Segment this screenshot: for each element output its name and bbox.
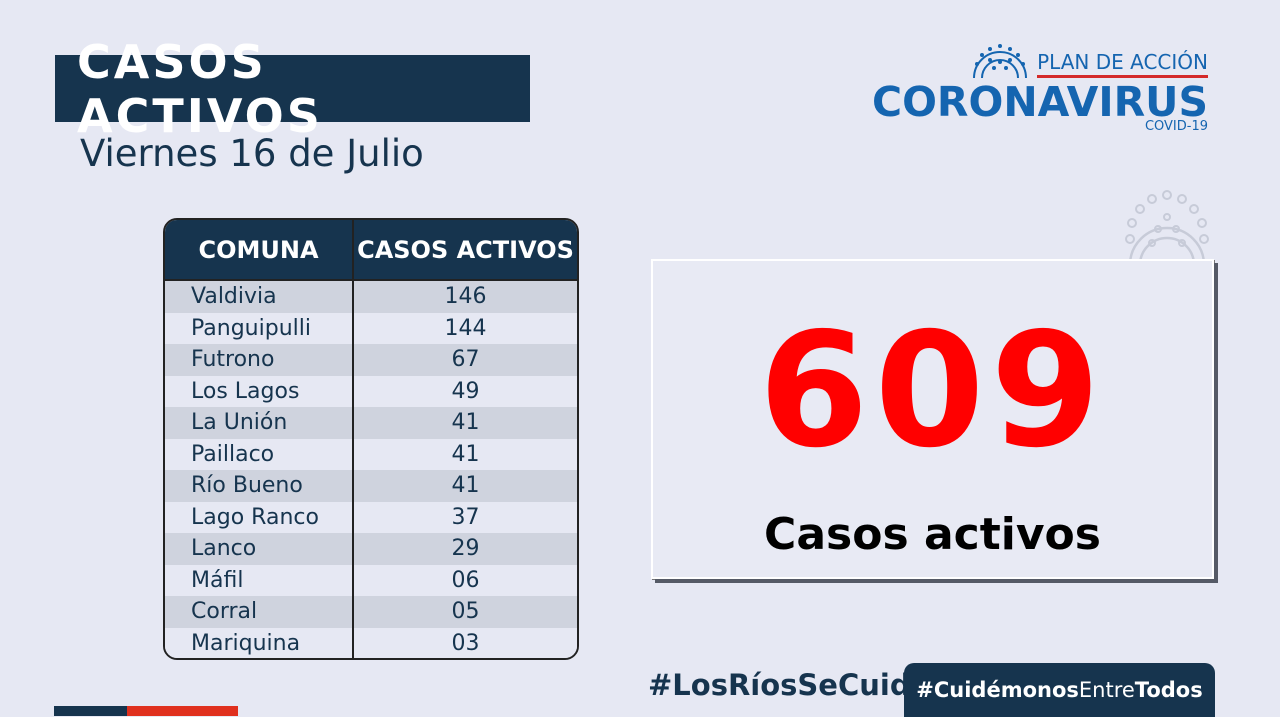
coronavirus-logo: PLAN DE ACCIÓN CORONAVIRUS COVID-19: [872, 40, 1208, 140]
virus-decoration-icon: [1125, 190, 1209, 265]
table-row: Río Bueno 41: [165, 470, 577, 502]
comuna-cell: Valdivia: [165, 281, 354, 313]
table-row: Los Lagos 49: [165, 375, 577, 407]
comuna-cell: Futrono: [165, 344, 354, 376]
table-row: Lanco 29: [165, 533, 577, 565]
table-row: La Unión 41: [165, 407, 577, 439]
comuna-cell: La Unión: [165, 407, 354, 439]
comuna-cell: Río Bueno: [165, 470, 354, 502]
comuna-cell: Los Lagos: [165, 375, 354, 407]
hashtag-part-cuidemonos: #Cuidémonos: [916, 678, 1079, 702]
casos-cell: 144: [444, 315, 487, 341]
comuna-cell: Máfil: [165, 564, 354, 596]
comuna-cell: Lanco: [165, 533, 354, 565]
casos-cell: 06: [451, 567, 480, 593]
total-cases-label: Casos activos: [764, 509, 1101, 560]
logo-plan-text: PLAN DE ACCIÓN: [1037, 50, 1208, 78]
cases-table: COMUNA CASOS ACTIVOS Valdivia 146 Panguip…: [163, 218, 579, 660]
column-header-comuna: COMUNA: [165, 220, 354, 279]
table-row: Paillaco 41: [165, 438, 577, 470]
table-row: Máfil 06: [165, 564, 577, 596]
table-row: Futrono 67: [165, 344, 577, 376]
hashtag-part-todos: Todos: [1134, 678, 1203, 702]
casos-cell: 67: [451, 347, 480, 373]
table-row: Mariquina 03: [165, 627, 577, 658]
casos-cell: 49: [451, 378, 480, 404]
comuna-cell: Corral: [165, 596, 354, 628]
table-row: Panguipulli 144: [165, 312, 577, 344]
casos-cell: 41: [451, 473, 480, 499]
report-date: Viernes 16 de Julio: [80, 132, 424, 175]
casos-cell: 05: [451, 599, 480, 625]
casos-cell: 03: [451, 630, 480, 656]
casos-cell: 41: [451, 441, 480, 467]
logo-covid-text: COVID-19: [1144, 119, 1208, 134]
logo-coronavirus-text: CORONAVIRUS: [871, 78, 1208, 126]
table-header: COMUNA CASOS ACTIVOS: [165, 220, 577, 281]
comuna-cell: Paillaco: [165, 438, 354, 470]
hashtag-cuidemonos: #Cuidémonos Entre Todos: [904, 663, 1215, 717]
page-title: CASOS ACTIVOS: [55, 35, 530, 143]
page-title-text: CASOS ACTIVOS: [77, 34, 323, 143]
casos-cell: 41: [451, 410, 480, 436]
table-row: Lago Ranco 37: [165, 501, 577, 533]
virus-icon: [973, 44, 1027, 79]
comuna-cell: Lago Ranco: [165, 501, 354, 533]
footer-stripe-red: [127, 706, 238, 716]
casos-cell: 29: [451, 536, 480, 562]
hashtag-part-entre: Entre: [1078, 678, 1135, 702]
casos-cell: 146: [444, 284, 487, 310]
comuna-cell: Mariquina: [165, 627, 354, 658]
table-body: Valdivia 146 Panguipulli 144 Futrono 67 Los…: [165, 281, 577, 658]
total-cases-number: 609: [758, 299, 1107, 483]
table-row: Corral 05: [165, 596, 577, 628]
casos-cell: 37: [451, 504, 480, 530]
comuna-cell: Panguipulli: [165, 312, 354, 344]
table-row: Valdivia 146: [165, 281, 577, 313]
total-cases-card: 609 Casos activos: [651, 259, 1214, 579]
column-header-casos: CASOS ACTIVOS: [357, 235, 574, 264]
hashtag-los-rios: #LosRíosSeCuida: [648, 668, 931, 702]
footer-stripe-blue: [54, 706, 127, 716]
